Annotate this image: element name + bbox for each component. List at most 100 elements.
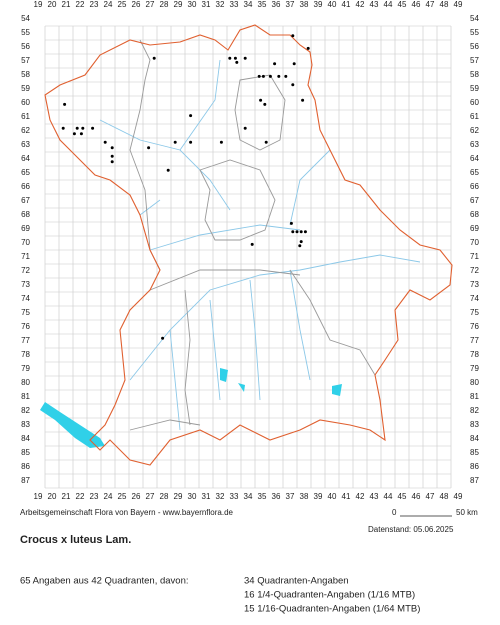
- record-dot: [110, 146, 114, 150]
- row-label: 73: [470, 280, 479, 289]
- column-label: 19: [34, 0, 43, 9]
- column-label: 44: [384, 0, 393, 9]
- column-label: 46: [412, 492, 421, 501]
- row-label: 56: [21, 42, 30, 51]
- row-label: 57: [470, 56, 479, 65]
- state-border: [44, 24, 453, 466]
- row-label: 54: [21, 14, 30, 23]
- record-dot: [61, 126, 65, 130]
- date: Datenstand: 05.06.2025: [368, 525, 454, 534]
- row-label: 86: [21, 462, 30, 471]
- column-label: 30: [188, 492, 197, 501]
- row-label: 61: [21, 112, 30, 121]
- column-label: 20: [48, 0, 57, 9]
- record-dot: [228, 56, 232, 60]
- record-dot: [291, 230, 295, 234]
- column-label: 40: [328, 0, 337, 9]
- record-dot: [291, 34, 295, 38]
- column-label: 21: [62, 0, 71, 9]
- column-label: 48: [440, 492, 449, 501]
- row-label: 69: [470, 224, 479, 233]
- row-label: 75: [470, 308, 479, 317]
- column-label: 42: [356, 0, 365, 9]
- column-label: 38: [300, 492, 309, 501]
- dots: [61, 34, 310, 340]
- title: Crocus x luteus Lam.: [20, 534, 131, 546]
- summary-line: 15 1/16-Quadranten-Angaben (1/64 MTB): [244, 604, 420, 615]
- column-label: 28: [160, 0, 169, 9]
- column-label: 24: [104, 0, 113, 9]
- column-label: 20: [48, 492, 57, 501]
- column-label: 49: [454, 0, 463, 9]
- row-label: 62: [470, 126, 479, 135]
- row-label: 64: [21, 154, 30, 163]
- column-label: 37: [286, 0, 295, 9]
- record-dot: [103, 140, 107, 144]
- record-dot: [219, 140, 223, 144]
- row-label: 66: [21, 182, 30, 191]
- row-label: 72: [470, 266, 479, 275]
- column-label: 26: [132, 0, 141, 9]
- column-label: 46: [412, 0, 421, 9]
- column-label: 42: [356, 492, 365, 501]
- row-label: 57: [21, 56, 30, 65]
- column-label: 33: [230, 492, 239, 501]
- record-dot: [259, 98, 263, 102]
- column-label: 49: [454, 492, 463, 501]
- record-dot: [110, 160, 114, 164]
- row-label: 74: [470, 294, 479, 303]
- record-dot: [189, 114, 193, 118]
- record-dot: [263, 102, 267, 106]
- row-label: 63: [470, 140, 479, 149]
- summary-total: 65 Angaben aus 42 Quadranten, davon:: [20, 576, 189, 587]
- record-dot: [299, 240, 303, 244]
- record-dot: [173, 140, 177, 144]
- column-label: 35: [258, 492, 267, 501]
- row-label: 85: [21, 448, 30, 457]
- column-label: 36: [272, 492, 281, 501]
- row-label: 74: [21, 294, 30, 303]
- column-label: 22: [76, 492, 85, 501]
- row-label: 81: [21, 392, 30, 401]
- record-dot: [72, 132, 76, 136]
- column-label: 26: [132, 492, 141, 501]
- column-label: 22: [76, 0, 85, 9]
- column-label: 27: [146, 492, 155, 501]
- row-label: 80: [21, 378, 30, 387]
- column-label: 43: [370, 492, 379, 501]
- column-label: 39: [314, 492, 323, 501]
- row-label: 79: [470, 364, 479, 373]
- scale-end: 50 km: [456, 508, 478, 517]
- row-label: 59: [470, 84, 479, 93]
- record-dot: [81, 126, 85, 130]
- row-label: 61: [470, 112, 479, 121]
- row-label: 63: [21, 140, 30, 149]
- row-label: 69: [21, 224, 30, 233]
- column-label: 44: [384, 492, 393, 501]
- record-dot: [110, 154, 114, 158]
- column-label: 34: [244, 0, 253, 9]
- row-label: 67: [470, 196, 479, 205]
- record-dot: [273, 62, 277, 66]
- row-label: 76: [470, 322, 479, 331]
- column-label: 40: [328, 492, 337, 501]
- row-label: 83: [470, 420, 479, 429]
- record-dot: [277, 74, 281, 78]
- row-label: 79: [21, 364, 30, 373]
- row-label: 80: [470, 378, 479, 387]
- record-dot: [303, 230, 307, 234]
- column-label: 31: [202, 492, 211, 501]
- row-label: 55: [21, 28, 30, 37]
- column-label: 29: [174, 492, 183, 501]
- column-label: 31: [202, 0, 211, 9]
- record-dot: [91, 126, 95, 130]
- column-label: 47: [426, 0, 435, 9]
- row-label: 78: [470, 350, 479, 359]
- row-label: 65: [470, 168, 479, 177]
- column-label: 34: [244, 492, 253, 501]
- row-label: 59: [21, 84, 30, 93]
- record-dot: [295, 230, 299, 234]
- row-label: 55: [470, 28, 479, 37]
- record-dot: [264, 140, 268, 144]
- row-label: 78: [21, 350, 30, 359]
